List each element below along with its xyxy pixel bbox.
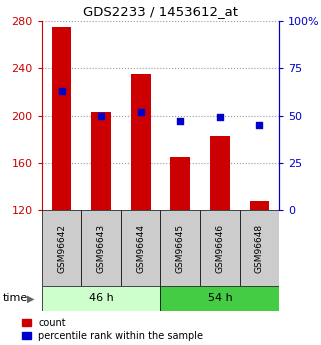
Bar <box>249 201 269 210</box>
Bar <box>121 210 160 286</box>
Text: 46 h: 46 h <box>89 294 114 303</box>
Point <box>99 113 104 118</box>
Text: 54 h: 54 h <box>207 294 232 303</box>
Point <box>217 115 222 120</box>
Text: GSM96643: GSM96643 <box>97 224 106 273</box>
Point <box>138 109 143 115</box>
Text: GSM96646: GSM96646 <box>215 224 224 273</box>
Text: GSM96642: GSM96642 <box>57 224 66 273</box>
Title: GDS2233 / 1453612_at: GDS2233 / 1453612_at <box>83 5 238 18</box>
Bar <box>42 286 160 310</box>
Point <box>257 122 262 128</box>
Bar <box>160 286 279 310</box>
Bar <box>200 210 240 286</box>
Text: GSM96645: GSM96645 <box>176 224 185 273</box>
Bar <box>240 210 279 286</box>
Bar <box>131 74 151 210</box>
Point <box>59 88 64 94</box>
Bar <box>42 210 81 286</box>
Bar <box>170 157 190 210</box>
Point <box>178 119 183 124</box>
Text: ▶: ▶ <box>27 294 35 303</box>
Bar <box>210 136 230 210</box>
Text: GSM96644: GSM96644 <box>136 224 145 273</box>
Legend: count, percentile rank within the sample: count, percentile rank within the sample <box>21 317 204 342</box>
Bar <box>52 27 71 210</box>
Text: time: time <box>3 294 29 303</box>
Bar <box>81 210 121 286</box>
Text: GSM96648: GSM96648 <box>255 224 264 273</box>
Bar <box>91 112 111 210</box>
Bar <box>160 210 200 286</box>
